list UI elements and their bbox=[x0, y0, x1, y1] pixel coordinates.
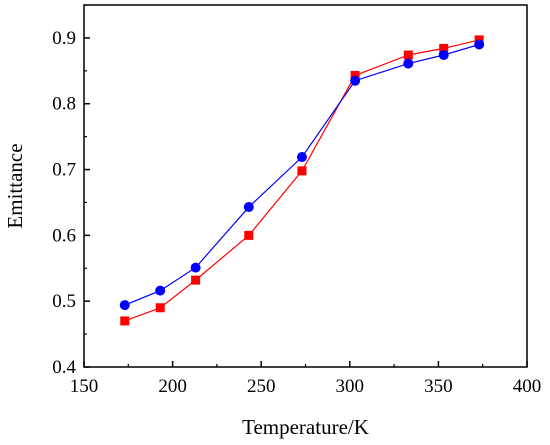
y-tick-label: 0.9 bbox=[52, 28, 76, 49]
series-1-point bbox=[350, 70, 360, 80]
series-2-point bbox=[438, 50, 449, 61]
series-1-point bbox=[120, 316, 130, 326]
x-axis-title: Temperature/K bbox=[242, 415, 369, 439]
series-2-point bbox=[190, 262, 201, 273]
series-2-point bbox=[350, 75, 361, 86]
x-tick-label: 300 bbox=[336, 376, 365, 397]
series-2-point bbox=[403, 58, 414, 69]
y-tick-label: 0.5 bbox=[52, 291, 76, 312]
y-tick-label: 0.4 bbox=[52, 357, 76, 378]
series-2-point bbox=[119, 300, 130, 311]
y-tick-label: 0.7 bbox=[52, 160, 76, 181]
x-axis: 150 200 250 300 350 400 bbox=[70, 361, 542, 397]
series-1-point bbox=[191, 275, 201, 285]
series-1-point bbox=[439, 43, 449, 53]
y-axis: 0.4 0.5 0.6 0.7 0.8 0.9 bbox=[52, 4, 90, 378]
y-tick-label: 0.8 bbox=[52, 94, 76, 115]
x-tick-label: 400 bbox=[513, 376, 542, 397]
series-1-point bbox=[155, 303, 165, 313]
plot-frame bbox=[83, 4, 528, 368]
x-tick-label: 250 bbox=[247, 376, 276, 397]
series-2-point bbox=[296, 152, 307, 163]
x-tick-label: 350 bbox=[424, 376, 453, 397]
series-1-point bbox=[297, 166, 307, 176]
plot-area bbox=[83, 4, 528, 368]
x-tick-label: 200 bbox=[158, 376, 187, 397]
series-layer bbox=[119, 35, 485, 326]
series-1-point bbox=[244, 230, 254, 240]
y-tick-label: 0.6 bbox=[52, 225, 76, 246]
series-2-point bbox=[243, 202, 254, 213]
series-1-point bbox=[403, 50, 413, 60]
series-2-point bbox=[474, 39, 485, 50]
y-axis-title: Emittance bbox=[3, 143, 27, 228]
series-2-point bbox=[155, 285, 166, 296]
x-tick-label: 150 bbox=[70, 376, 99, 397]
